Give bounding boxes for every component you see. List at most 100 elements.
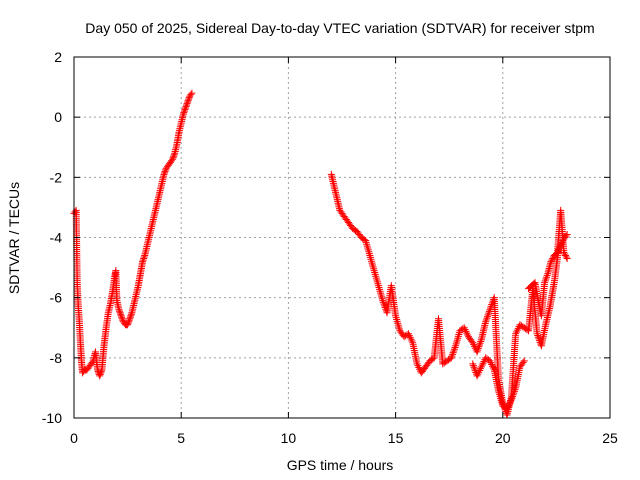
y-tick-label: -6 (50, 290, 63, 306)
data-point (415, 363, 423, 371)
data-point (510, 387, 518, 395)
data-point (126, 315, 134, 323)
data-point (379, 298, 387, 306)
data-point (183, 101, 191, 109)
data-point (489, 362, 497, 370)
x-tick-label: 10 (281, 430, 297, 446)
data-point (475, 368, 483, 376)
data-point (179, 110, 187, 118)
data-point (414, 362, 422, 370)
data-point (117, 310, 125, 318)
data-point (507, 398, 515, 406)
data-point (374, 280, 382, 288)
data-point (513, 328, 521, 336)
data-point (460, 324, 468, 332)
data-point (160, 170, 168, 178)
data-point (509, 391, 517, 399)
data-point (474, 370, 482, 378)
data-point (169, 154, 177, 162)
data-point (393, 315, 401, 323)
data-point (406, 333, 414, 341)
data-point (562, 253, 570, 261)
y-tick-labels: -10 -8 -6 -4 -2 0 2 (42, 49, 62, 426)
data-point (185, 95, 193, 103)
data-point (117, 312, 125, 320)
data-point (124, 319, 132, 327)
data-point (512, 330, 520, 338)
data-point (486, 357, 494, 365)
data-point (450, 345, 458, 353)
y-tick-label: -8 (50, 350, 63, 366)
data-point (552, 250, 560, 258)
data-point (484, 311, 492, 319)
data-point (96, 370, 104, 378)
axis-ticks (73, 56, 611, 419)
data-point (474, 344, 482, 352)
data-point (183, 100, 191, 108)
data-point (188, 89, 196, 97)
data-point (373, 278, 381, 286)
data-point (170, 151, 178, 159)
data-point (541, 279, 549, 287)
data-point (185, 94, 193, 102)
y-axis-label: SDTVAR / TECUs (6, 182, 22, 294)
data-point (562, 232, 570, 240)
data-point (161, 167, 169, 175)
data-point (505, 401, 513, 409)
data-point (533, 330, 541, 338)
data-point (453, 336, 461, 344)
data-point (510, 389, 518, 397)
grid-lines (74, 57, 610, 418)
data-point (453, 338, 461, 346)
chart-title: Day 050 of 2025, Sidereal Day-to-day VTE… (85, 20, 594, 36)
data-point (463, 329, 471, 337)
data-point (555, 244, 563, 252)
data-point (452, 342, 460, 350)
data-point (519, 358, 527, 366)
data-point (363, 242, 371, 250)
data-point (562, 252, 570, 260)
data-point (374, 282, 382, 290)
data-point (563, 255, 571, 263)
data-point (470, 363, 478, 371)
data-point (380, 300, 388, 308)
data-point (469, 362, 477, 370)
data-point (547, 258, 555, 266)
data-point (127, 312, 135, 320)
x-tick-label: 0 (70, 430, 78, 446)
data-point (366, 253, 374, 261)
data-point (170, 152, 178, 160)
data-point (504, 403, 512, 411)
data-point (369, 261, 377, 269)
data-point (473, 372, 481, 380)
data-point (369, 263, 377, 271)
y-tick-label: 2 (54, 49, 62, 65)
data-point (542, 275, 550, 283)
data-point (364, 244, 372, 252)
data-point (477, 338, 485, 346)
data-point (454, 332, 462, 340)
data-point (392, 314, 400, 322)
data-point (378, 293, 386, 301)
data-point (449, 349, 457, 357)
data-point (454, 334, 462, 342)
data-point (483, 314, 491, 322)
data-point (126, 313, 134, 321)
data-point (478, 361, 486, 369)
data-point (140, 253, 148, 261)
data-point (125, 318, 133, 326)
data-point (180, 107, 188, 115)
data-point (97, 367, 105, 375)
data-point (373, 276, 381, 284)
x-tick-labels: 0 5 10 15 20 25 (70, 430, 618, 446)
data-point (447, 354, 455, 362)
data-point (452, 340, 460, 348)
data-point (161, 169, 169, 177)
data-point (118, 313, 126, 321)
data-point (513, 326, 521, 334)
data-point (408, 337, 416, 345)
data-point (535, 335, 543, 343)
data-point (124, 321, 132, 329)
data-point (477, 363, 485, 371)
